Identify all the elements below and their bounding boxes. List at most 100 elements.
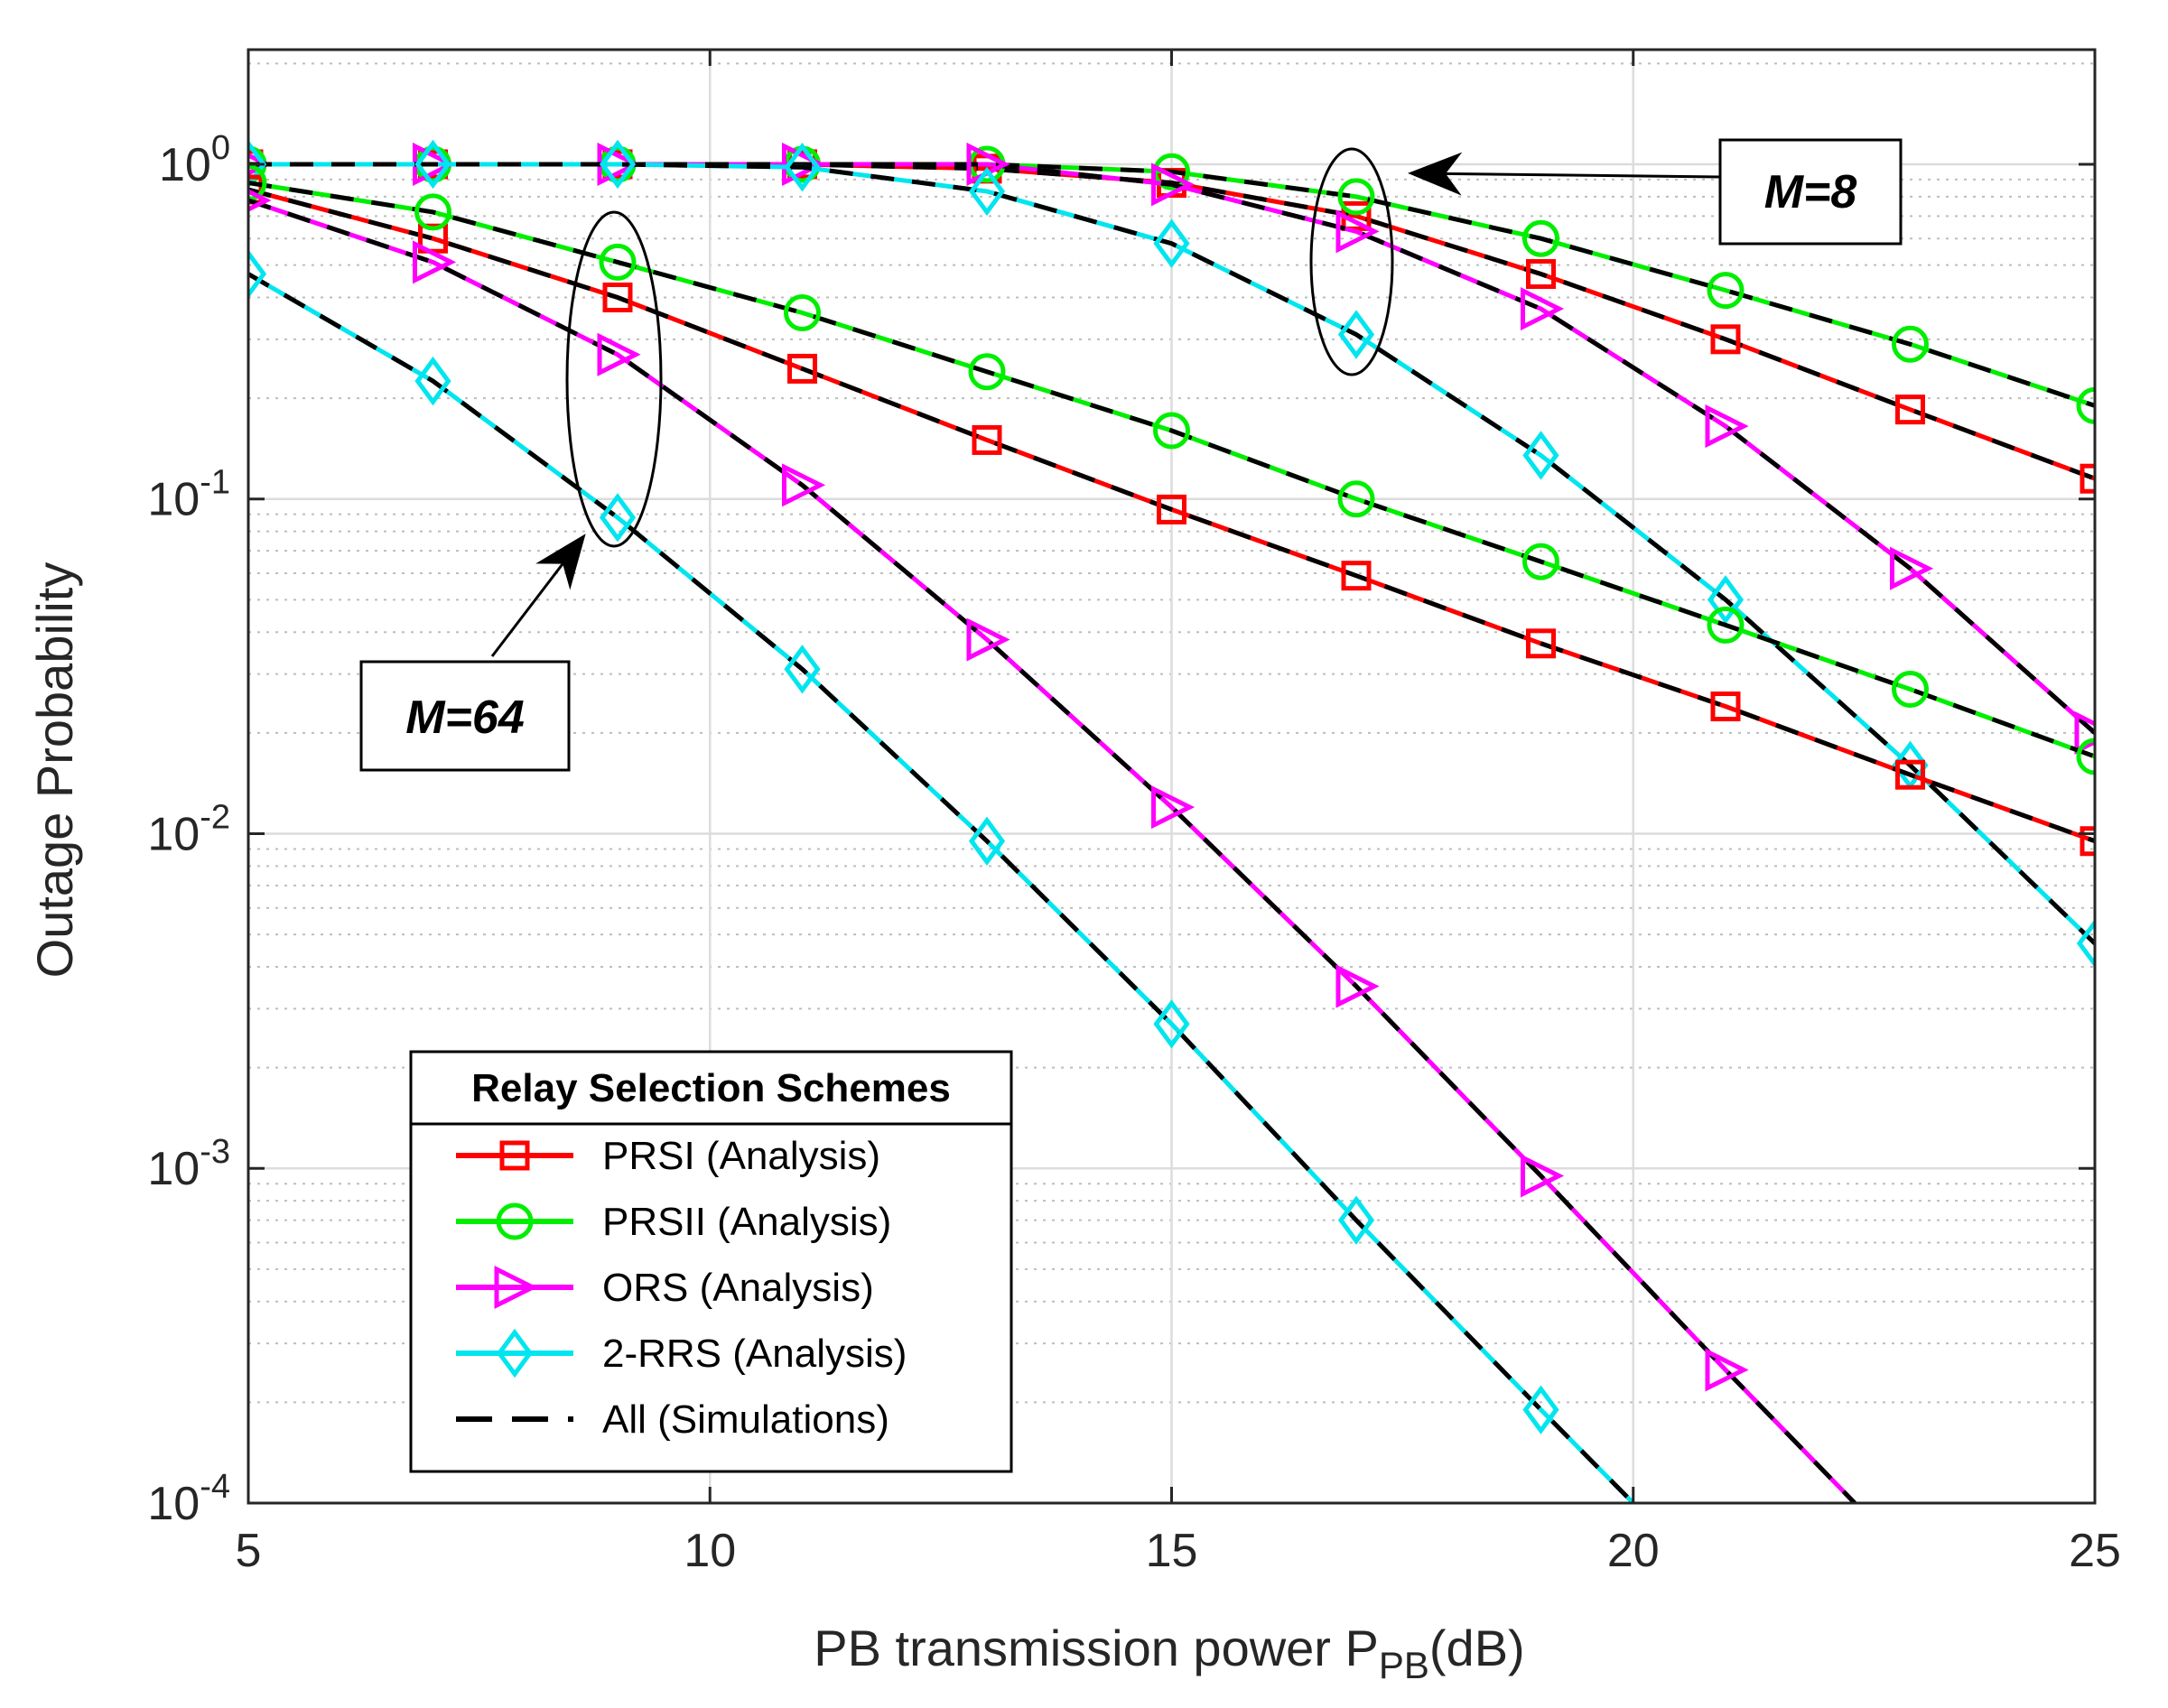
series-m64-square [248, 174, 2095, 857]
x-tick-label: 5 [236, 1525, 262, 1577]
data-point-triangle [966, 617, 1010, 662]
data-point-square [1710, 692, 1741, 722]
data-point-diamond [784, 143, 821, 192]
data-point-triangle [413, 240, 457, 284]
data-point-triangle [1890, 546, 1934, 590]
ellipse-m64 [565, 210, 663, 548]
series-m64-circle [248, 164, 2095, 775]
simulation-line [248, 198, 1856, 1503]
axis-labels: PB transmission power PPB(dB) Outage Pro… [26, 562, 1525, 1686]
legend-entry: 2-RRS (Analysis) [456, 1328, 907, 1378]
data-point-circle [968, 353, 1006, 391]
legend-label: All (Simulations) [602, 1397, 889, 1442]
data-point-circle [599, 243, 637, 281]
data-point-circle [1892, 325, 1929, 363]
data-point-circle [1522, 543, 1559, 580]
legend: Relay Selection Schemes PRSI (Analysis) PR… [409, 1050, 1013, 1473]
legend-box [409, 1050, 1013, 1473]
series-m8-diamond [248, 139, 2095, 969]
data-point-square [1526, 259, 1556, 290]
data-point-diamond [414, 139, 451, 190]
data-point-triangle [1335, 964, 1380, 1008]
data-point-diamond [599, 139, 637, 190]
data-point-triangle [1521, 1154, 1565, 1198]
data-point-diamond [1337, 1195, 1375, 1245]
legend-entry: All (Simulations) [456, 1397, 889, 1442]
series-m64-diamond [248, 249, 1635, 1503]
data-point-circle [1522, 219, 1559, 257]
data-point-triangle [597, 332, 641, 376]
data-point-triangle [782, 463, 826, 507]
data-point-square [602, 282, 633, 312]
y-tick-label: 10-1 [147, 464, 230, 526]
annotation-box-m64 [359, 660, 571, 772]
annotation-m8: M=8 [1764, 166, 1857, 218]
y-tick-label: 10-2 [147, 798, 230, 860]
annotation-box-m8 [1718, 138, 1903, 246]
data-point-triangle [1705, 1348, 1749, 1392]
data-point-circle [2076, 386, 2095, 424]
data-point-square [1710, 324, 1741, 355]
ellipse-m8 [1309, 147, 1394, 376]
legend-entry: PRSI (Analysis) [456, 1134, 880, 1178]
legend-label: PRSI (Analysis) [602, 1134, 880, 1178]
y-axis-label: Outage Probability [26, 562, 83, 979]
data-point-square [1526, 628, 1556, 659]
annotation-m64: M=64 [405, 692, 525, 744]
data-point-square [1895, 759, 1925, 790]
data-point-triangle [494, 1265, 538, 1310]
data-point-diamond [1153, 218, 1190, 268]
legend-label: 2-RRS (Analysis) [602, 1332, 907, 1376]
data-point-diamond [414, 356, 451, 406]
data-point-diamond [1522, 431, 1559, 480]
data-point-triangle [1705, 404, 1749, 449]
x-tick-label: 15 [1146, 1525, 1198, 1577]
series-m64-triangle-right [248, 189, 1856, 1503]
data-point-diamond [248, 139, 267, 190]
arrow-m8 [1408, 152, 1721, 196]
legend-entry: PRSII (Analysis) [456, 1200, 891, 1244]
data-point-diamond [496, 1328, 534, 1378]
data-point-square [2080, 826, 2095, 857]
legend-label: PRSII (Analysis) [602, 1200, 891, 1244]
data-point-triangle [1335, 209, 1380, 254]
data-point-triangle [1151, 785, 1196, 830]
data-point-square [499, 1140, 530, 1171]
data-point-diamond [1707, 575, 1745, 625]
annotations: M=8 M=64 [359, 138, 1903, 772]
y-tick-label: 10-3 [147, 1133, 230, 1195]
data-point-circle [1337, 178, 1375, 216]
simulation-line [248, 187, 2095, 844]
data-point-circle [496, 1202, 534, 1240]
x-tick-label: 25 [2069, 1525, 2121, 1577]
data-point-circle [414, 193, 451, 231]
x-tick-label: 10 [684, 1525, 736, 1577]
data-point-diamond [1337, 310, 1375, 359]
data-point-diamond [599, 493, 637, 543]
arrow-m64 [490, 534, 586, 657]
y-tick-label: 10-4 [147, 1468, 230, 1530]
data-point-diamond [968, 816, 1006, 866]
data-point-circle [248, 164, 267, 202]
data-point-triangle [1151, 162, 1196, 207]
data-point-circle [1707, 606, 1745, 644]
axes: 5 10 15 20 25 100 10-1 10-2 10-3 10-4 [147, 48, 2121, 1577]
legend-title: Relay Selection Schemes [471, 1066, 951, 1110]
data-point-triangle [1521, 287, 1565, 331]
series-layer [248, 139, 2095, 1503]
data-point-diamond [248, 249, 267, 299]
data-point-circle [1337, 480, 1375, 518]
data-point-square [787, 353, 817, 384]
x-axis-label: PB transmission power PPB(dB) [814, 1620, 1524, 1686]
legend-entry: ORS (Analysis) [456, 1265, 874, 1310]
simulation-line [248, 272, 1635, 1503]
data-point-diamond [784, 645, 821, 694]
data-point-triangle [2074, 710, 2095, 755]
data-point-square [972, 424, 1002, 455]
data-point-circle [2076, 738, 2095, 775]
data-point-triangle [782, 142, 826, 187]
data-point-diamond [2076, 918, 2095, 969]
simulation-line [248, 181, 2095, 759]
legend-label: ORS (Analysis) [602, 1266, 874, 1310]
